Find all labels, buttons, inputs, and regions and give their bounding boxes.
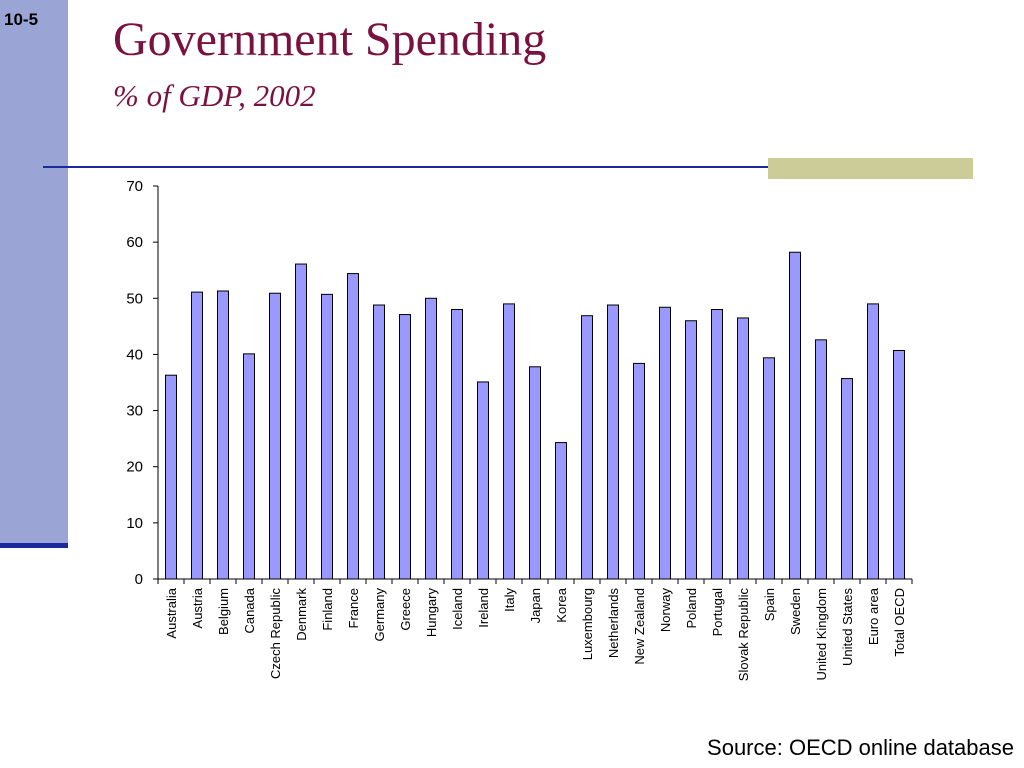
y-tick-label: 70 <box>126 178 143 195</box>
x-tick-label: Ireland <box>476 588 491 628</box>
x-tick-label: Italy <box>502 588 517 612</box>
bar <box>373 304 385 580</box>
y-tick-label: 20 <box>126 459 143 476</box>
x-tick-label: Sweden <box>788 588 803 635</box>
x-tick-label: Hungary <box>424 588 439 638</box>
bar <box>659 306 671 580</box>
bar <box>399 314 411 580</box>
bar <box>217 290 229 580</box>
x-tick-label: Czech Republic <box>268 588 283 680</box>
x-tick-label: France <box>346 588 361 628</box>
bar <box>789 251 801 580</box>
bar <box>321 293 333 580</box>
y-tick-label: 40 <box>126 346 143 363</box>
x-tick-label: Slovak Republic <box>736 588 751 682</box>
x-tick-label: Japan <box>528 588 543 623</box>
x-tick-label: Austria <box>190 587 205 628</box>
slide-number: 10-5 <box>4 10 39 29</box>
x-tick-label: Korea <box>554 587 569 622</box>
bar <box>243 353 255 580</box>
bar <box>555 442 567 580</box>
x-tick-label: United States <box>840 588 855 667</box>
title-rule-accent <box>768 158 973 179</box>
bar <box>841 378 853 580</box>
x-tick-label: Netherlands <box>606 588 621 659</box>
bar <box>581 315 593 580</box>
bar <box>451 309 463 580</box>
bar <box>711 309 723 580</box>
y-tick-label: 30 <box>126 403 143 420</box>
x-tick-label: Total OECD <box>892 588 907 657</box>
x-tick-label: Australia <box>164 587 179 638</box>
left-bar-accent-line <box>0 543 68 548</box>
y-axis: 0 10 20 30 40 50 60 70 <box>126 178 159 588</box>
bar <box>269 292 281 580</box>
y-tick-label: 60 <box>126 234 143 251</box>
bar <box>815 339 827 580</box>
bars <box>165 251 905 580</box>
bar <box>763 357 775 580</box>
x-tick-label: New Zealand <box>632 588 647 665</box>
bar <box>295 263 307 580</box>
left-decorative-bar <box>0 0 68 545</box>
bar <box>347 273 359 580</box>
bar <box>529 366 541 580</box>
x-tick-label: Denmark <box>294 588 309 641</box>
bar <box>737 317 749 580</box>
x-tick-label: Luxembourg <box>580 588 595 660</box>
bar <box>867 303 879 580</box>
bar <box>633 362 645 580</box>
x-tick-label: Portugal <box>710 588 725 637</box>
bar <box>503 303 515 580</box>
bar <box>191 291 203 580</box>
bar <box>893 349 905 580</box>
y-tick-label: 10 <box>126 515 143 532</box>
y-tick-label: 0 <box>135 571 143 588</box>
bar <box>425 297 437 580</box>
slide-subtitle: % of GDP, 2002 <box>113 78 316 113</box>
x-tick-labels: Australia Austria Belgium Canada Czech Repub… <box>164 587 907 681</box>
x-tick-label: Germany <box>372 588 387 642</box>
source-note: Source: OECD online database <box>707 735 1014 760</box>
x-tick-label: Poland <box>684 588 699 628</box>
x-tick-label: Belgium <box>216 588 231 635</box>
x-tick-label: Spain <box>762 588 777 621</box>
bar <box>477 381 489 580</box>
y-tick-label: 50 <box>126 290 143 307</box>
slide-title: Government Spending <box>113 13 547 66</box>
bar <box>607 304 619 580</box>
x-tick-label: Finland <box>320 588 335 631</box>
x-tick-label: Iceland <box>450 588 465 630</box>
x-tick-label: Greece <box>398 588 413 631</box>
x-axis <box>157 578 913 584</box>
x-tick-label: Norway <box>658 588 673 633</box>
x-tick-label: Canada <box>242 587 257 633</box>
x-tick-label: Euro area <box>866 587 881 645</box>
bar <box>165 374 177 580</box>
bar <box>685 320 697 580</box>
x-tick-label: United Kingdom <box>814 588 829 681</box>
title-rule-line <box>43 166 973 168</box>
